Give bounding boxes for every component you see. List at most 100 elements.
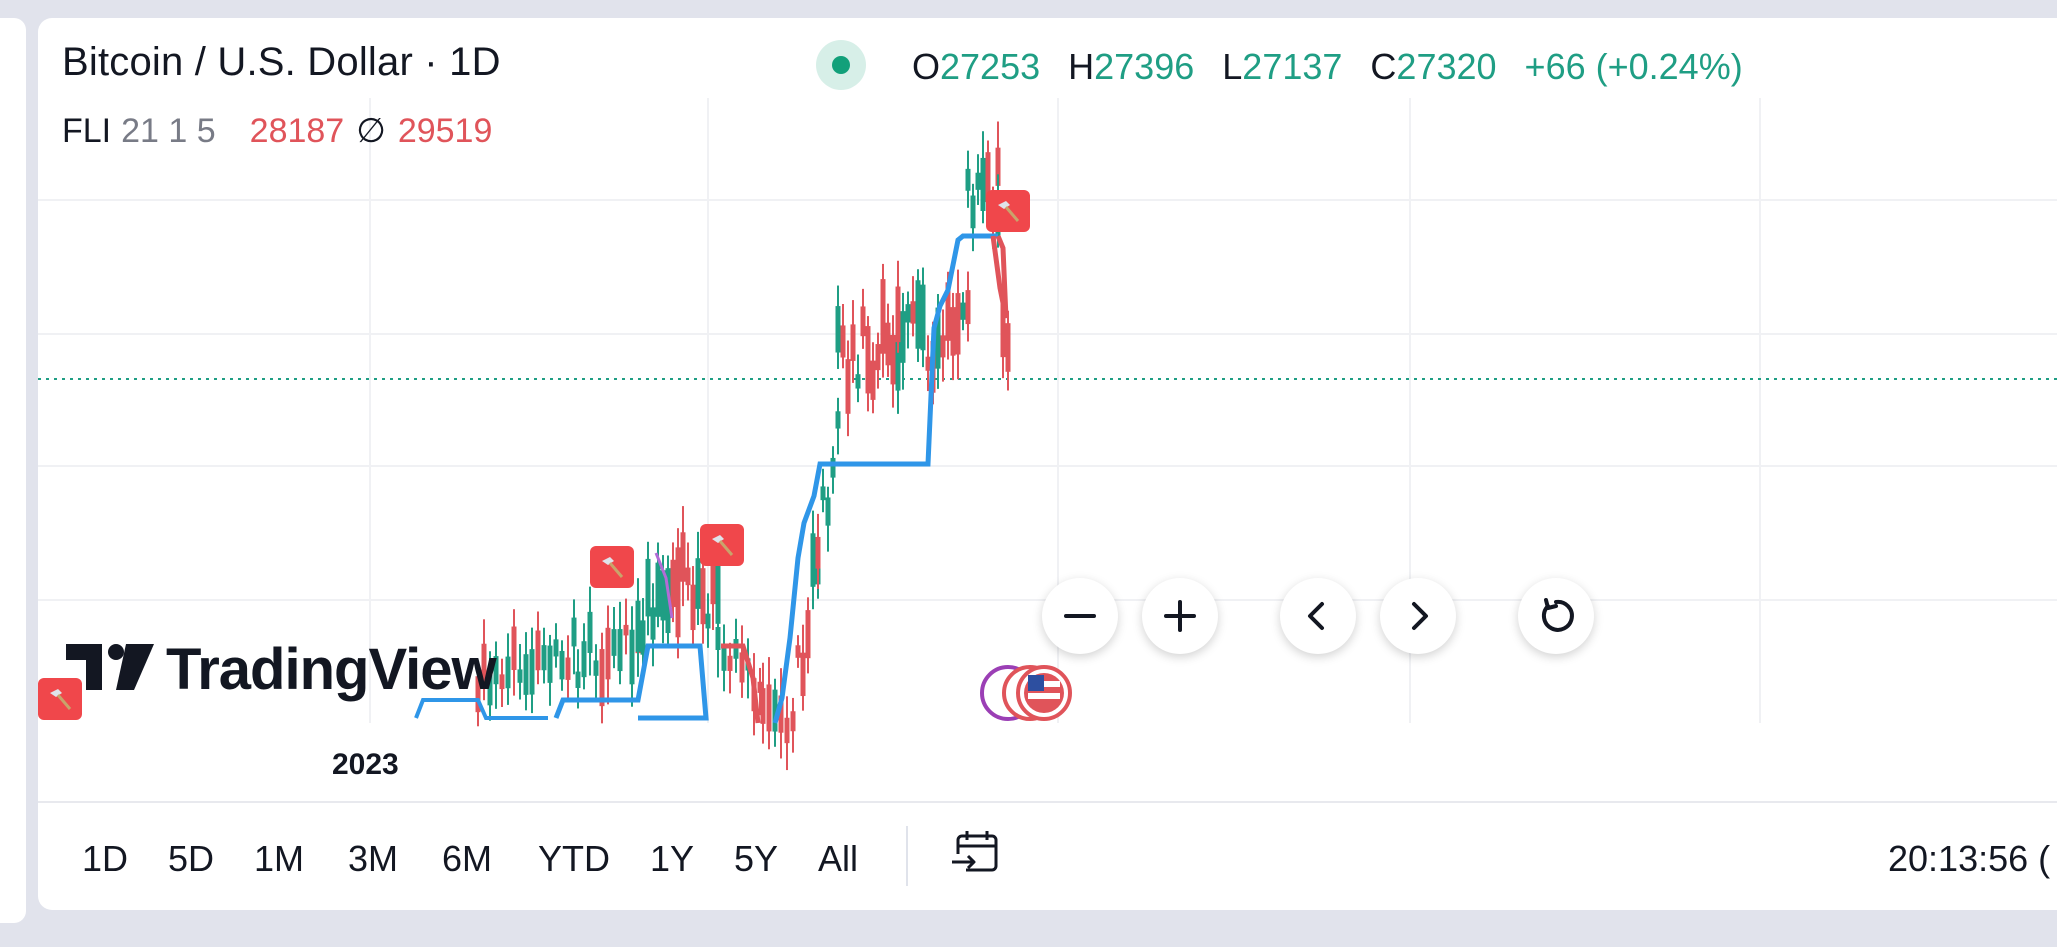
candle-body xyxy=(593,660,599,676)
range-1d-button[interactable]: 1D xyxy=(82,838,129,879)
tradingview-logo-icon xyxy=(66,644,154,690)
candle-body xyxy=(487,670,493,706)
candle-body xyxy=(790,711,796,732)
candle-body xyxy=(795,645,801,658)
range-3m-button[interactable]: 3M xyxy=(348,838,399,879)
date-range-toolbar: 1D 5D 1M 3M 6M YTD 1Y 5Y All 20:13:56 ( xyxy=(38,826,2057,896)
symbol-title[interactable]: Bitcoin / U.S. Dollar · 1D xyxy=(62,40,501,84)
candle-body xyxy=(895,326,901,391)
candle-body xyxy=(685,567,691,586)
candle-body xyxy=(855,374,861,389)
us-flag-event-icon[interactable] xyxy=(978,663,1090,723)
candle-body xyxy=(670,559,676,608)
indicator-params: 21 1 5 xyxy=(121,112,216,150)
open-value: 27253 xyxy=(940,46,1041,87)
range-ytd-button[interactable]: YTD xyxy=(538,838,610,879)
candle-body xyxy=(1005,323,1011,372)
candle-body xyxy=(715,561,721,624)
candle-body xyxy=(905,304,911,323)
candle-body xyxy=(541,645,547,671)
candle-body xyxy=(599,649,605,707)
candle-body xyxy=(925,356,931,371)
indicator-legend[interactable]: FLI 21 1 5 28187 ∅ 29519 xyxy=(62,111,492,151)
candle-body xyxy=(840,325,846,358)
fli-indicator-down-segment-2 xyxy=(990,235,1009,319)
hammer-icon[interactable] xyxy=(986,190,1030,232)
candle-body xyxy=(835,306,841,353)
candle-body xyxy=(523,654,529,695)
candle-body xyxy=(535,630,541,671)
candle-body xyxy=(493,656,499,685)
candle-body xyxy=(835,411,841,429)
range-1m-button[interactable]: 1M xyxy=(254,838,305,879)
range-1y-button[interactable]: 1Y xyxy=(650,838,695,879)
candle-body xyxy=(965,290,971,325)
ohlc-legend: O27253 H27396 L27137 C27320 +66 (+0.24%) xyxy=(912,46,1743,88)
candle-body xyxy=(559,650,565,680)
chevron-left-icon xyxy=(1308,602,1324,630)
candle-body xyxy=(660,570,666,621)
hammer-icon[interactable] xyxy=(590,546,634,588)
candle-body xyxy=(860,306,866,337)
candle-body xyxy=(1000,297,1006,358)
range-5d-button[interactable]: 5D xyxy=(168,838,215,879)
candle-body xyxy=(760,688,766,724)
candle-body xyxy=(955,293,961,355)
scroll-left-button[interactable] xyxy=(1280,578,1356,654)
candle-body xyxy=(965,168,971,191)
candle-body xyxy=(475,676,481,713)
scroll-right-button[interactable] xyxy=(1380,578,1456,654)
candle-body xyxy=(721,644,727,671)
candle-body xyxy=(529,649,535,695)
high-value: 27396 xyxy=(1094,46,1195,87)
fli-indicator-down-segment xyxy=(721,643,761,724)
indicator-symbol: ∅ xyxy=(356,112,386,150)
candle-body xyxy=(645,558,651,617)
candle-body xyxy=(611,629,617,656)
range-all-button[interactable]: All xyxy=(818,838,859,879)
candle-body xyxy=(950,307,956,356)
indicator-value-1: 28187 xyxy=(249,112,345,150)
hammer-icon[interactable] xyxy=(38,678,82,720)
candle-body xyxy=(800,652,806,697)
candle-body xyxy=(617,629,623,672)
candle-body xyxy=(820,486,826,501)
candle-body xyxy=(875,344,881,371)
candle-body xyxy=(784,717,790,744)
market-open-status-icon[interactable] xyxy=(816,40,866,90)
hammer-icon[interactable] xyxy=(700,524,744,566)
indicator-value-2: 29519 xyxy=(397,112,493,150)
candle-body xyxy=(815,536,821,569)
candle-body xyxy=(655,562,661,617)
chart-clock[interactable]: 20:13:56 ( xyxy=(1888,838,2051,879)
range-5y-button[interactable]: 5Y xyxy=(734,838,779,879)
range-6m-button[interactable]: 6M xyxy=(442,838,493,879)
time-axis-divider xyxy=(38,801,2057,803)
reset-chart-button[interactable] xyxy=(1518,578,1594,654)
candle-body xyxy=(690,584,696,631)
candle-body xyxy=(581,641,587,678)
candle-body xyxy=(695,558,701,609)
candle-body xyxy=(757,681,763,693)
zoom-in-button[interactable] xyxy=(1142,578,1218,654)
candle-body xyxy=(680,532,686,582)
indicator-name: FLI xyxy=(62,112,112,150)
zoom-out-button[interactable] xyxy=(1042,578,1118,654)
candle-body xyxy=(499,674,505,690)
candle-body xyxy=(865,326,871,394)
price-chart[interactable] xyxy=(38,18,2057,798)
toolbar-separator xyxy=(906,826,908,886)
open-label: O xyxy=(912,46,941,87)
candle-body xyxy=(547,645,553,683)
candle-body xyxy=(880,279,886,354)
candle-body xyxy=(895,286,901,343)
calendar-goto-icon[interactable] xyxy=(950,828,1002,880)
candle-body xyxy=(778,695,784,733)
candle-body xyxy=(910,301,916,324)
candle-body xyxy=(727,655,733,671)
candle-body xyxy=(635,600,641,652)
time-axis-year-label: 2023 xyxy=(332,748,399,781)
candle-body xyxy=(772,689,778,732)
reset-icon xyxy=(1541,598,1574,632)
candle-body xyxy=(511,626,517,671)
